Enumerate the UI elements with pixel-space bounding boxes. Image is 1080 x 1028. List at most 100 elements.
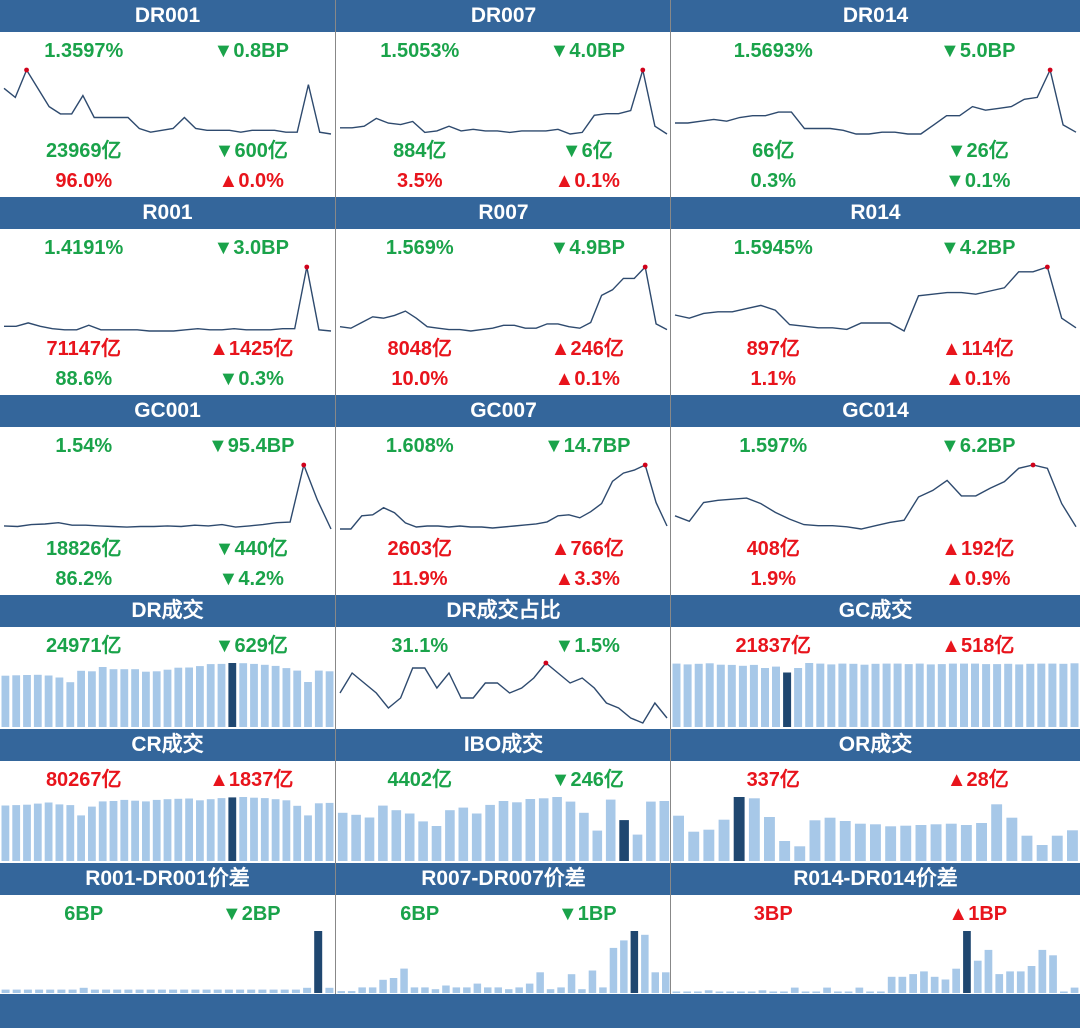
bar: [1006, 817, 1018, 861]
bar: [960, 663, 968, 727]
line-chart: [3, 67, 332, 135]
volume-value: 18826亿: [45, 538, 122, 560]
rate-value: 1.5945%: [733, 237, 813, 259]
bar: [174, 798, 183, 861]
column-divider: [670, 0, 671, 1028]
bar: [991, 804, 1003, 861]
bar: [77, 670, 85, 727]
bar: [893, 663, 902, 727]
line-chart: [674, 462, 1077, 530]
rate-value: 1.569%: [385, 237, 454, 259]
bar: [749, 664, 758, 727]
share-change: ▲0.1%: [554, 368, 620, 390]
bar: [605, 799, 616, 861]
bar: [351, 814, 361, 861]
bar: [404, 813, 415, 861]
line-chart: [339, 264, 668, 332]
bar: [715, 991, 724, 993]
bar: [662, 972, 670, 993]
bar: [282, 800, 291, 861]
max-point-marker: [642, 462, 648, 468]
panel-title: GC001: [0, 395, 335, 427]
share-change: ▲3.3%: [554, 568, 620, 590]
bar: [135, 989, 144, 993]
rate-value: 1.4191%: [44, 237, 124, 259]
max-point-marker: [304, 264, 310, 270]
max-point-marker: [301, 462, 307, 468]
bar: [304, 815, 312, 861]
bar: [716, 664, 725, 727]
bar: [217, 663, 226, 727]
bar: [737, 991, 745, 993]
metric-value: 337亿: [746, 769, 800, 791]
bar: [400, 968, 408, 993]
bar: [325, 671, 334, 727]
bar: [1051, 835, 1063, 861]
bar: [485, 804, 495, 861]
panel-title: R014: [671, 197, 1080, 229]
panel-title: R001: [0, 197, 335, 229]
panel-14: IBO成交 4402亿 ▼246亿: [336, 729, 671, 862]
bar: [926, 664, 935, 727]
bar: [904, 664, 913, 727]
share-value: 1.9%: [750, 568, 797, 590]
volume-value: 2603亿: [387, 538, 453, 560]
share-value: 88.6%: [55, 368, 113, 390]
line-chart: [340, 67, 668, 135]
bar: [239, 663, 248, 727]
series-line: [674, 464, 1077, 530]
rate-change: ▼14.7BP: [543, 435, 631, 457]
bar: [174, 667, 183, 727]
volume-value: 408亿: [746, 538, 800, 560]
bar: [35, 989, 44, 993]
bar: [718, 819, 730, 861]
bar: [726, 991, 734, 993]
rate-value: 1.3597%: [44, 40, 124, 62]
bar: [442, 985, 450, 993]
bar: [452, 987, 461, 993]
line-chart: [340, 462, 668, 530]
bar: [579, 812, 589, 861]
share-value: 86.2%: [55, 568, 113, 590]
panel-12: GC成交 21837亿 ▲518亿: [671, 595, 1080, 728]
bar: [202, 989, 211, 993]
volume-value: 884亿: [393, 140, 447, 162]
bar: [77, 815, 85, 861]
panel-title: DR成交占比: [336, 595, 671, 627]
max-point-marker: [1044, 264, 1050, 270]
bar: [1067, 830, 1078, 861]
bar: [651, 972, 659, 993]
bar: [124, 989, 133, 993]
bar: [694, 991, 702, 993]
bar: [23, 675, 31, 727]
panel-16: R001-DR001价差 6BP ▼2BP: [0, 863, 335, 994]
bar: [995, 974, 1004, 993]
rate-change: ▼3.0BP: [213, 237, 289, 259]
bar: [224, 989, 233, 993]
bar: [1, 805, 10, 861]
bar: [1070, 987, 1079, 993]
bar: [55, 677, 64, 727]
share-change: ▲0.1%: [945, 368, 1011, 390]
bar: [794, 668, 803, 727]
bar: [163, 799, 172, 861]
bar: [206, 799, 215, 861]
bar: [109, 801, 118, 861]
panel-title: R007: [336, 197, 671, 229]
metric-change: ▲1BP: [948, 903, 1008, 925]
bar: [909, 974, 917, 993]
bar-latest: [619, 820, 629, 861]
bar: [325, 987, 334, 993]
bar: [163, 669, 172, 727]
bar: [641, 934, 649, 993]
bar: [672, 991, 681, 993]
bar: [941, 979, 950, 993]
bar: [738, 665, 747, 727]
bar: [1070, 663, 1079, 727]
bar: [12, 675, 21, 727]
metric-value: 31.1%: [391, 635, 449, 657]
bar: [55, 804, 64, 861]
rate-change: ▼6.2BP: [940, 435, 1016, 457]
panel-2: DR007 1.5053% ▼4.0BP 884亿 ▼6亿 3.5% ▲0.1%: [336, 0, 671, 196]
bar: [761, 668, 769, 727]
